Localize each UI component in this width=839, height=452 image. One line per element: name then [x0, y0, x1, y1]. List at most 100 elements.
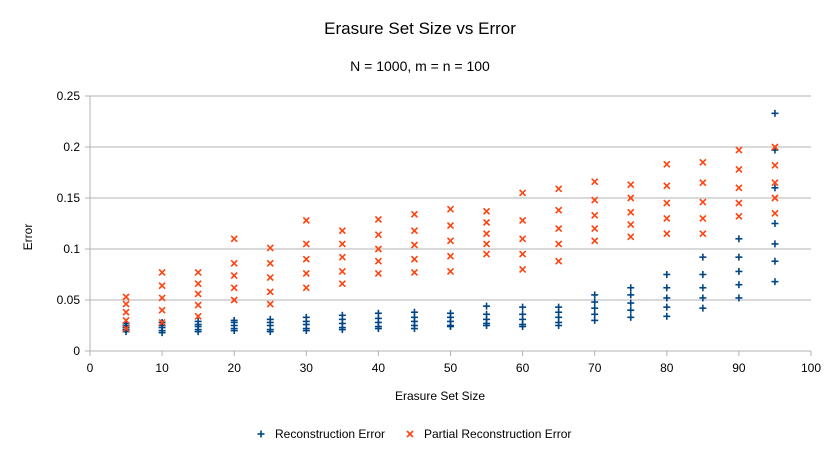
legend-marker [257, 430, 265, 438]
data-point [771, 194, 779, 202]
data-point [771, 209, 779, 217]
data-point [446, 237, 455, 245]
data-point [374, 231, 382, 239]
data-point [519, 310, 527, 318]
data-point [410, 241, 419, 249]
data-point [591, 237, 599, 245]
y-tick-label: 0.2 [63, 140, 80, 154]
data-point [771, 240, 779, 248]
data-point [230, 296, 238, 304]
legend-label-reconstruction-error: Reconstruction Error [275, 427, 385, 441]
data-point [374, 325, 382, 333]
data-point [591, 225, 599, 233]
data-point [302, 269, 310, 278]
data-point [266, 244, 274, 252]
data-point [158, 282, 166, 290]
data-point [266, 300, 274, 308]
data-point [555, 322, 563, 329]
data-point [230, 316, 238, 324]
data-point [122, 316, 130, 324]
data-point [735, 146, 743, 154]
y-tick-label: 0.1 [63, 242, 80, 256]
x-tick-label: 10 [155, 361, 169, 375]
data-point [771, 257, 779, 265]
y-axis-label: Error [21, 224, 35, 251]
data-point [122, 308, 130, 316]
data-point [483, 322, 491, 329]
data-point [482, 218, 491, 227]
data-point [338, 253, 346, 261]
data-point [555, 185, 563, 193]
data-point [122, 324, 130, 333]
data-point [482, 240, 491, 248]
data-point [410, 227, 419, 235]
data-point [266, 273, 274, 282]
data-point [338, 311, 346, 319]
data-point [591, 310, 599, 318]
data-point [771, 184, 779, 192]
data-point [194, 290, 202, 298]
x-tick-label: 40 [372, 361, 386, 375]
legend-marker-reconstruction-error [257, 430, 265, 438]
data-point [555, 257, 563, 265]
data-point [302, 255, 310, 263]
data-point [194, 317, 202, 325]
series-reconstruction-error [122, 109, 779, 337]
data-point [627, 299, 635, 307]
data-point [627, 306, 635, 314]
data-point [410, 325, 418, 333]
data-point [699, 253, 707, 261]
data-point [194, 268, 202, 277]
data-point [374, 309, 382, 317]
data-point [591, 304, 599, 312]
data-point [194, 328, 202, 336]
y-tick-labels: 0 0.05 0.1 0.15 0.2 0.25 [57, 89, 81, 358]
x-tick-label: 70 [588, 361, 602, 375]
data-point [591, 298, 599, 306]
y-tick-label: 0.15 [57, 191, 81, 205]
grid-lines [85, 95, 812, 356]
data-point [519, 216, 527, 225]
data-point [519, 323, 527, 331]
legend-marker-partial-reconstruction-error [406, 430, 414, 438]
data-point [699, 230, 707, 238]
data-point [447, 309, 454, 317]
x-tick-label: 20 [228, 361, 242, 375]
data-point [771, 161, 779, 169]
data-point [699, 179, 707, 187]
data-point [158, 268, 166, 277]
data-point [627, 181, 635, 189]
data-point [338, 227, 346, 235]
data-point [482, 207, 491, 215]
data-point [627, 291, 635, 299]
data-point [591, 178, 599, 186]
data-point [699, 304, 707, 312]
data-point [230, 259, 238, 267]
data-point [446, 205, 455, 213]
data-point [230, 271, 238, 280]
data-point [302, 313, 310, 321]
y-tick-label: 0.05 [57, 293, 81, 307]
data-point [410, 255, 419, 263]
data-point [627, 313, 635, 321]
data-point [699, 294, 707, 302]
x-tick-label: 30 [300, 361, 314, 375]
data-point [663, 182, 671, 190]
data-point [519, 303, 527, 311]
data-point [663, 214, 671, 222]
data-point [555, 240, 563, 248]
data-point [735, 212, 743, 220]
data-point [230, 235, 238, 243]
data-point [410, 268, 419, 277]
data-point [302, 216, 310, 225]
data-point [627, 233, 635, 241]
data-point [735, 235, 743, 243]
x-tick-label: 90 [732, 361, 746, 375]
data-point [374, 215, 382, 223]
data-point [663, 312, 671, 320]
data-point [627, 194, 635, 202]
chart-title: Erasure Set Size vs Error [324, 19, 516, 38]
data-point [374, 257, 382, 265]
data-point [122, 300, 130, 308]
